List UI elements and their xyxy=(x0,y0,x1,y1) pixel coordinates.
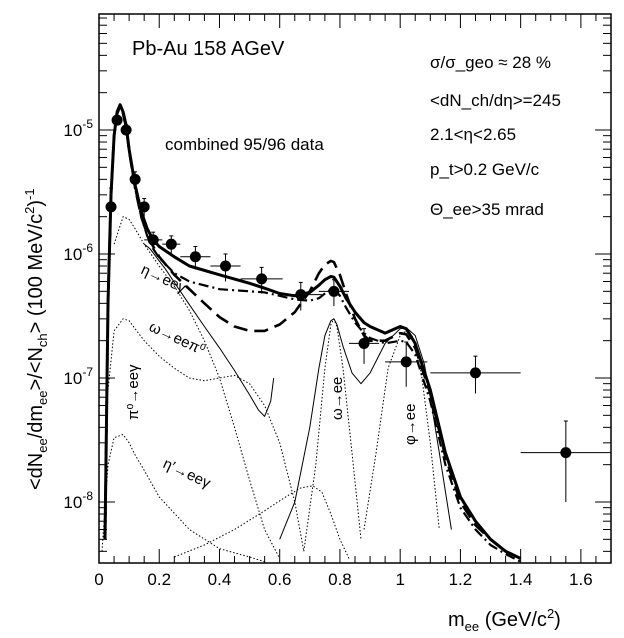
cut-sigma: σ/σ_geo ≈ 28 % xyxy=(430,53,551,72)
label-omega-ee: ω→ee xyxy=(329,377,346,420)
cut-eta: 2.1<η<2.65 xyxy=(430,125,516,144)
x-tick-label: 1.2 xyxy=(449,570,473,589)
data-point xyxy=(147,234,159,246)
data-point xyxy=(138,201,150,213)
series-dotted-line xyxy=(113,216,281,559)
series-thin-solid-line xyxy=(143,243,275,417)
series-dashed-line xyxy=(103,105,522,560)
data-point xyxy=(328,285,340,297)
data-point xyxy=(105,201,117,213)
x-tick-label: 1 xyxy=(395,570,404,589)
data-point xyxy=(256,273,268,285)
y-tick-label: 10-5 xyxy=(63,117,93,140)
data-point xyxy=(400,356,412,368)
data-point xyxy=(120,124,132,136)
x-axis-title: mee (GeV/c2) xyxy=(448,606,561,634)
data-point xyxy=(358,337,370,349)
data-point xyxy=(165,238,177,250)
cut-dndeta: <dN_ch/dη>=245 xyxy=(430,91,561,110)
label-omega-dalitz: ω→eeπ⁰ xyxy=(146,318,207,359)
x-tick-label: 0.2 xyxy=(147,570,171,589)
x-tick-label: 0.4 xyxy=(208,570,232,589)
series-thin-solid-line xyxy=(279,318,452,540)
chart-subtitle: combined 95/96 data xyxy=(165,135,324,154)
data-point xyxy=(295,289,307,301)
y-tick-label: 10-6 xyxy=(63,241,93,264)
data-point xyxy=(469,367,481,379)
data-point xyxy=(219,260,231,272)
chart-title: Pb-Au 158 AGeV xyxy=(132,38,285,60)
label-phi-ee: φ→ee xyxy=(402,404,419,445)
series-dotted-line xyxy=(107,318,305,552)
data-point xyxy=(111,114,123,126)
data-point xyxy=(560,447,572,459)
series-dotted-line xyxy=(303,318,362,552)
cut-pt: p_t>0.2 GeV/c xyxy=(430,160,540,179)
data-point xyxy=(129,173,141,185)
y-tick-label: 10-8 xyxy=(63,489,93,512)
series-dotted-line xyxy=(363,330,440,530)
x-tick-label: 0.8 xyxy=(328,570,352,589)
y-axis-title: <dNee/dmee>/<Nch> (100 MeV/c2)-1 xyxy=(22,188,50,490)
x-tick-label: 1.6 xyxy=(569,570,593,589)
label-etaprime-dalitz: η′→eeγ xyxy=(160,455,213,492)
x-tick-label: 1.4 xyxy=(509,570,533,589)
series-dotted-line xyxy=(174,485,350,559)
label-pi0-dalitz: π⁰→eeγ xyxy=(125,364,142,420)
x-tick-label: 0 xyxy=(94,570,103,589)
data-point xyxy=(189,251,201,263)
x-tick-label: 0.6 xyxy=(268,570,292,589)
cut-theta: Θ_ee>35 mrad xyxy=(430,200,544,219)
series-dotted-line xyxy=(101,434,265,563)
y-tick-label: 10-7 xyxy=(63,365,93,388)
